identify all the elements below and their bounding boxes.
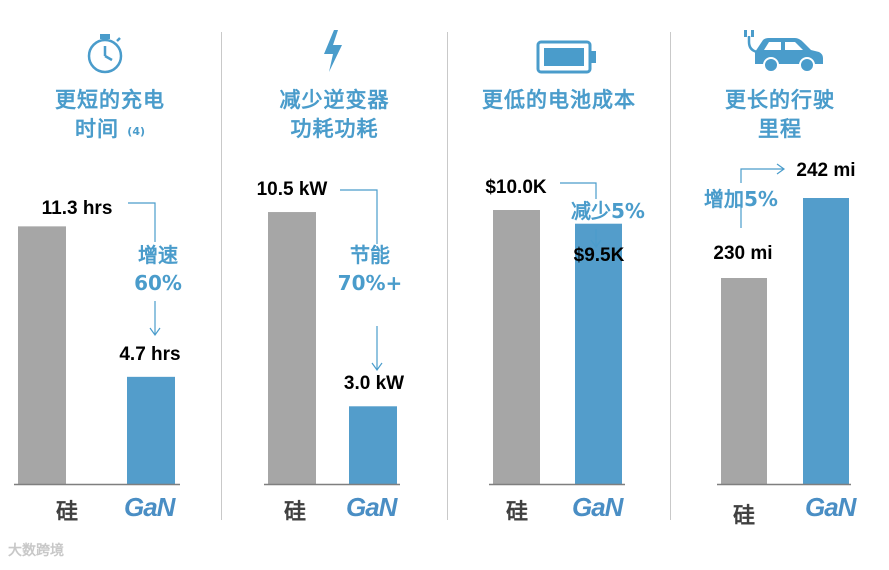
bar-silicon (18, 226, 66, 485)
battery-cost-panel: 更低的电池成本 $10.0K $9.5K 减少5% 硅 GaN (448, 0, 670, 570)
arrow-head (776, 163, 786, 175)
panel-title: 更长的行驶 里程 (671, 86, 889, 144)
driving-range-panel: 更长的行驶 里程 230 mi 242 mi 增加5% 硅 GaN (671, 0, 889, 570)
chart-inverter-power: 10.5 kW 3.0 kW 节能 70%+ (257, 179, 404, 486)
panel-title: 更短的充电 时间 (4) (0, 86, 220, 144)
panel-divider (221, 32, 222, 520)
arrow-head (590, 239, 602, 249)
lightning-icon (324, 30, 342, 72)
chart-battery-cost: $10.0K $9.5K 减少5% (485, 177, 645, 486)
panel-title: 减少逆变器 功耗功耗 (222, 86, 447, 144)
bar-gan (127, 376, 175, 484)
chart-charging-time: 11.3 hrs 4.7 hrs 增速 60% (14, 198, 182, 486)
panel-divider (447, 32, 448, 520)
bar-silicon (268, 212, 316, 485)
data-label-gan: $9.5K (574, 245, 625, 266)
inverter-power-panel: 减少逆变器 功耗功耗 10.5 kW 3.0 kW 节能 70%+ 硅 GaN (222, 0, 447, 570)
annotation-label: 60% (134, 271, 182, 295)
category-label-silicon: 硅 (56, 500, 79, 525)
category-label-silicon: 硅 (506, 500, 529, 525)
title-line-1: 更长的行驶 (725, 88, 835, 112)
watermark: 大数跨境 (8, 543, 64, 559)
battery-icon (536, 40, 596, 74)
data-label-gan: 3.0 kW (344, 373, 404, 394)
connector-line (560, 182, 597, 199)
data-label-silicon: 10.5 kW (257, 179, 328, 200)
chart-driving-range: 230 mi 242 mi 增加5% (704, 160, 856, 486)
category-label-silicon: 硅 (284, 500, 307, 525)
bar-silicon (493, 210, 540, 484)
connector-line (740, 168, 783, 183)
title-line-1: 减少逆变器 (279, 88, 390, 112)
footnote-marker: (4) (127, 125, 146, 138)
connector-line (128, 202, 156, 242)
data-label-silicon: $10.0K (485, 177, 547, 198)
gan-logo: GaN (805, 492, 856, 522)
panel-divider (670, 32, 671, 520)
title-line-1: 更短的充电 (55, 88, 165, 112)
annotation-label: 减少5% (571, 199, 645, 223)
bar-gan (575, 223, 622, 484)
charging-time-panel: 更短的充电 时间 (4) 11.3 hrs 4.7 hrs 增速 60% 硅 GaN (0, 0, 220, 570)
bar-gan (349, 406, 397, 484)
category-label-silicon: 硅 (733, 504, 756, 529)
title-line-2: 里程 (758, 117, 802, 141)
annotation-label: 增加5% (704, 187, 778, 211)
stopwatch-icon (87, 34, 123, 74)
panel-title: 更低的电池成本 (448, 86, 670, 115)
data-label-gan: 242 mi (796, 160, 855, 181)
arrow-head (149, 327, 161, 337)
gan-logo: GaN (124, 492, 175, 522)
arrow-head (371, 362, 383, 372)
data-label-silicon: 11.3 hrs (42, 198, 113, 219)
connector-line (340, 189, 378, 244)
annotation-label: 节能 (350, 243, 390, 267)
title-line-1: 更低的电池成本 (482, 88, 636, 112)
data-label-silicon: 230 mi (713, 243, 772, 264)
title-line-2: 功耗功耗 (290, 117, 379, 141)
bar-gan (803, 198, 849, 484)
gan-logo: GaN (346, 492, 397, 522)
bar-silicon (721, 278, 767, 484)
electric-car-icon (744, 30, 823, 73)
annotation-label: 增速 (138, 243, 178, 267)
gan-logo: GaN (572, 492, 623, 522)
data-label-gan: 4.7 hrs (119, 344, 180, 365)
title-line-2: 时间 (4) (74, 117, 146, 141)
annotation-label: 70%+ (338, 271, 403, 295)
